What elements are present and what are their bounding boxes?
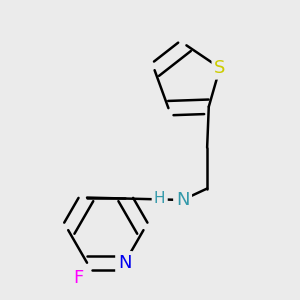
Text: N: N xyxy=(176,191,189,209)
Text: F: F xyxy=(73,269,83,287)
Text: N: N xyxy=(118,254,131,272)
Text: H: H xyxy=(154,191,165,206)
Text: S: S xyxy=(214,59,226,77)
